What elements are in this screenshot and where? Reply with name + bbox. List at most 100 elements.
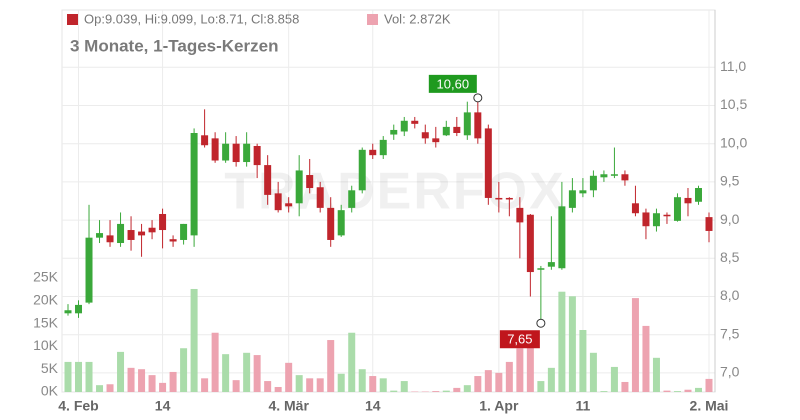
candle-body — [547, 262, 555, 267]
volume-bar — [232, 380, 240, 392]
candle-body — [201, 135, 209, 146]
x-tick-label: 1. Apr — [479, 398, 519, 414]
candle-body — [264, 165, 272, 195]
volume-bar — [127, 367, 135, 392]
candle-body — [411, 120, 419, 124]
volume-bar — [159, 382, 167, 392]
volume-bar — [694, 387, 702, 392]
x-tick-label: 14 — [155, 398, 171, 414]
volume-bar — [390, 390, 398, 392]
volume-bar — [348, 332, 356, 392]
volume-bar — [495, 372, 503, 392]
candle-body — [505, 197, 513, 200]
candle-body — [631, 203, 639, 214]
volume-bar — [306, 378, 314, 392]
candle-body — [211, 138, 219, 161]
y-tick-label: 10,5 — [720, 96, 747, 112]
volume-bar — [96, 385, 104, 392]
candle-body — [295, 170, 303, 204]
candle-body — [558, 206, 566, 269]
y-tick-label: 9,5 — [720, 173, 740, 189]
candle-body — [274, 193, 282, 211]
volume-bar — [589, 352, 597, 392]
volume-bar — [201, 378, 209, 392]
x-tick-label: 4. Mär — [268, 398, 309, 414]
candle-body — [663, 214, 671, 217]
y2-tick-label: 25K — [33, 269, 59, 285]
y2-tick-label: 20K — [33, 292, 59, 308]
volume-bar — [64, 361, 72, 392]
candle-body — [243, 143, 251, 163]
candle-body — [432, 138, 440, 143]
candle-body — [148, 227, 156, 233]
candle-body — [327, 207, 335, 240]
volume-bar — [705, 378, 713, 392]
volume-bar — [600, 391, 608, 392]
volume-bar — [621, 381, 629, 392]
volume-bar — [453, 387, 461, 392]
candle-body — [369, 149, 377, 156]
volume-bar — [285, 362, 293, 392]
volume-bar — [106, 384, 114, 392]
candle-body — [694, 188, 702, 202]
subtitle: 3 Monate, 1-Tages-Kerzen — [70, 36, 278, 55]
annotation-label: 7,65 — [507, 332, 532, 347]
y2-tick-label: 15K — [33, 314, 59, 330]
candle-body — [106, 235, 114, 243]
candle-body — [180, 223, 188, 240]
x-tick-label: 11 — [575, 398, 590, 414]
volume-bar — [547, 367, 555, 392]
y-tick-label: 7,5 — [720, 325, 740, 341]
volume-bar — [663, 390, 671, 392]
x-tick-label: 14 — [365, 398, 381, 414]
annotation-box — [499, 330, 540, 349]
candle-body — [169, 239, 177, 242]
candle-body — [537, 268, 545, 270]
header-volume: Vol: 2.872K — [384, 11, 451, 26]
volume-bar — [400, 381, 408, 392]
y-tick-label: 10,0 — [720, 134, 747, 150]
volume-bar — [537, 381, 545, 392]
volume-bar — [516, 348, 524, 392]
candle-body — [673, 197, 681, 221]
y-tick-label: 8,5 — [720, 249, 740, 265]
candle-body — [390, 129, 398, 135]
volume-bar — [169, 371, 177, 392]
volume-bar — [358, 369, 366, 392]
volume-bar — [579, 330, 587, 392]
candle-body — [285, 203, 293, 207]
annotation-label: 10,60 — [437, 76, 470, 91]
volume-bar — [75, 361, 83, 392]
annotation-box — [428, 74, 477, 93]
volume-bar — [442, 390, 450, 392]
volume-bar — [684, 389, 692, 392]
candle-body — [495, 197, 503, 200]
volume-bar — [673, 391, 681, 392]
volume-bar — [190, 288, 198, 392]
candle-body — [96, 233, 104, 238]
y2-tick-label: 5K — [41, 360, 59, 376]
volume-bar — [631, 298, 639, 392]
candle-body — [453, 126, 461, 134]
candle-body — [684, 197, 692, 204]
candle-body — [516, 207, 524, 223]
volume-bar — [610, 366, 618, 392]
candle-body — [138, 231, 146, 236]
candle-body — [64, 310, 72, 314]
volume-bar — [474, 376, 482, 392]
plot-area — [61, 9, 716, 393]
candle-body — [85, 237, 93, 303]
legend-price-swatch — [67, 14, 78, 25]
volume-bar — [379, 378, 387, 392]
y-tick-label: 9,0 — [720, 211, 740, 227]
volume-bar — [505, 361, 513, 392]
candle-body — [232, 143, 240, 163]
candle-body — [474, 112, 482, 139]
candle-body — [306, 175, 314, 189]
candle-body — [358, 149, 366, 191]
candle-body — [421, 132, 429, 139]
volume-bar — [148, 375, 156, 392]
volume-bar — [337, 373, 345, 392]
extreme-marker — [536, 318, 546, 328]
candle-body — [463, 112, 471, 136]
